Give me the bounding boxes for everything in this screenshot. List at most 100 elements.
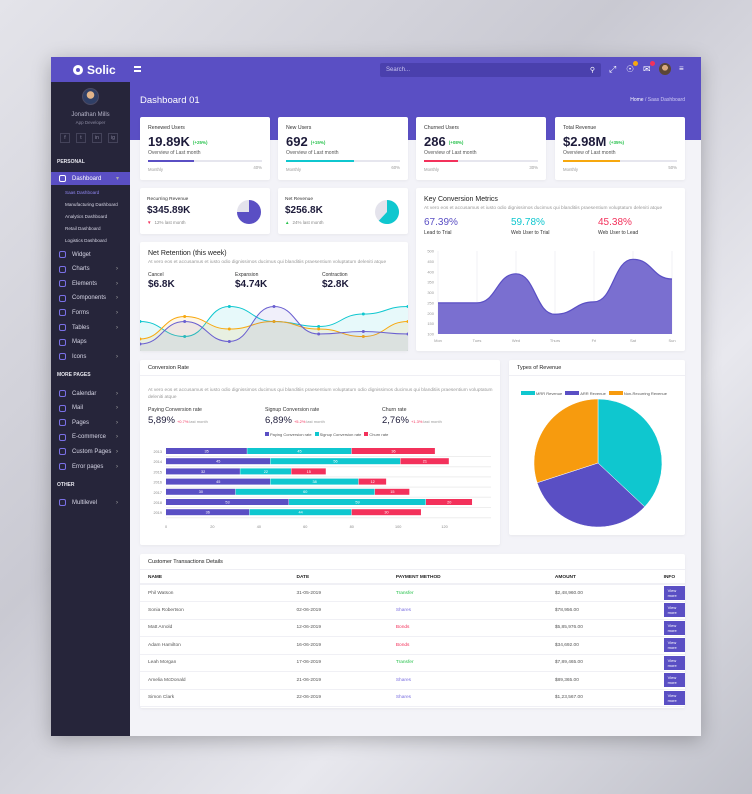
card-header: Conversion Rate	[140, 360, 500, 376]
bar-segment	[166, 458, 271, 465]
stat-value: $2.98M	[563, 134, 607, 149]
metric-value: $2.8K	[322, 279, 349, 290]
view-more-button[interactable]: View more	[663, 638, 685, 653]
top-avatar[interactable]	[659, 63, 671, 75]
progress-fill	[424, 160, 459, 162]
page-title: Dashboard 01	[140, 95, 200, 106]
sidebar-item-icons[interactable]: Icons ›	[51, 350, 130, 363]
view-more-button[interactable]: View more	[663, 603, 685, 618]
rate-suffix: last month	[306, 419, 325, 424]
sidebar-item-calendar[interactable]: Calendar ›	[51, 387, 130, 400]
brand-logo[interactable]: Solic	[73, 63, 116, 77]
table-row: Phil Watson 31-05-2019 Transfer $2,48,960.0…	[140, 584, 685, 602]
table-row: Sonia Robertson 02-06-2019 Shares $78,956.0…	[140, 601, 685, 620]
column-header[interactable]: AMOUNT	[546, 572, 656, 585]
user-avatar[interactable]	[82, 88, 99, 105]
sidebar-item-dashboard[interactable]: Dashboard ▾	[51, 172, 130, 185]
sidebar-item-elements[interactable]: Elements ›	[51, 277, 130, 290]
transaction-amount: $89,365.00	[546, 671, 656, 690]
metric-label: Expansion	[235, 272, 259, 278]
sidebar-subitem[interactable]: Retail Dashboard	[65, 226, 101, 231]
nav-icon	[59, 433, 66, 441]
sidebar-item-charts[interactable]: Charts ›	[51, 263, 130, 276]
pie-slice[interactable]	[533, 398, 599, 484]
menu-icon[interactable]	[134, 66, 141, 72]
sidebar-item-tables[interactable]: Tables ›	[51, 321, 130, 334]
logo-icon	[73, 65, 83, 75]
column-header[interactable]: INFO	[655, 572, 685, 585]
sidebar-item-components[interactable]: Components ›	[51, 292, 130, 305]
breadcrumb-home[interactable]: Home	[630, 97, 644, 103]
retention-point	[227, 327, 231, 331]
fullscreen-icon[interactable]: ⤢	[609, 64, 617, 74]
transaction-amount: $2,48,960.00	[546, 584, 656, 602]
legend-item[interactable]: Signup Conversion rate	[314, 432, 361, 437]
nav-label: E-commerce	[72, 434, 107, 441]
bar-segment	[166, 448, 247, 454]
social-link[interactable]: t	[76, 133, 86, 143]
stat-value: 19.89K	[148, 134, 190, 149]
sidebar-item-multilevel[interactable]: Multilevel ›	[51, 496, 130, 509]
sidebar-subitem[interactable]: Logistics Dashboard	[65, 238, 107, 243]
legend-item[interactable]: Non-Recurring Revenue	[608, 391, 667, 396]
bar-segment	[247, 448, 352, 454]
search-input[interactable]: Search... ⚲	[380, 63, 601, 77]
y-tick-label: 350	[427, 280, 434, 285]
search-icon[interactable]: ⚲	[589, 67, 595, 74]
progress-fill	[563, 160, 620, 162]
sidebar-item-widget[interactable]: Widget	[51, 248, 130, 261]
bar-value-label: 45	[216, 460, 220, 464]
nav-icon	[59, 324, 66, 331]
sidebar-subitem[interactable]: Manufacturing Dashboard	[65, 202, 118, 207]
nav-icon	[59, 280, 66, 288]
column-header[interactable]: NAME	[140, 572, 289, 585]
legend-item[interactable]: MRR Revenue	[521, 391, 562, 396]
view-more-button[interactable]: View more	[663, 655, 685, 670]
key-conversion-chart: 100 150 200 250 300 350 400 450 500 Mon Tues Wed Thu…	[427, 249, 675, 344]
legend-item[interactable]: ARR Revenue	[565, 391, 606, 396]
table-row: Matt Arnold 12-06-2019 Bonds $5,85,976.00 Vi…	[140, 619, 685, 637]
view-more-button[interactable]: View more	[663, 673, 685, 688]
settings-menu-icon[interactable]: ≡	[679, 64, 684, 73]
mail-icon[interactable]: ✉	[643, 61, 655, 75]
pie-slice[interactable]	[597, 398, 663, 508]
column-header[interactable]: DATE	[288, 572, 388, 585]
column-header[interactable]: PAYMENT METHOD	[387, 572, 547, 585]
social-link[interactable]: ig	[108, 133, 118, 143]
pie-slice[interactable]	[536, 462, 646, 528]
view-more-button[interactable]: View more	[663, 620, 685, 635]
customer-name: Simon Clark	[140, 689, 289, 707]
sidebar-item-maps[interactable]: Maps	[51, 336, 130, 349]
sidebar-item-error-pages[interactable]: Error pages ›	[51, 460, 130, 473]
conversion-value: 59.78%	[511, 217, 545, 228]
x-tick-label: Sat	[630, 338, 637, 343]
sidebar: Jonathan Mills App Developer f t in ig PERS…	[51, 82, 130, 736]
legend-item[interactable]: Paying Conversion rate	[265, 432, 312, 437]
nav-icon	[59, 309, 66, 317]
social-link[interactable]: in	[92, 133, 102, 143]
revenue-card: Recurring Revenue $345.89K ▼ 12% last month	[140, 188, 270, 234]
sidebar-item-custom-pages[interactable]: Custom Pages ›	[51, 445, 130, 458]
sidebar-item-mail[interactable]: Mail ›	[51, 402, 130, 415]
legend-swatch	[608, 391, 623, 395]
bell-icon[interactable]: ☉	[626, 61, 639, 75]
sidebar-item-e-commerce[interactable]: E-commerce ›	[51, 431, 130, 444]
sidebar-item-forms[interactable]: Forms ›	[51, 306, 130, 319]
view-more-button[interactable]: View more	[663, 586, 685, 600]
payment-method: Bonds	[387, 619, 547, 637]
bar-value-label: 12	[370, 480, 374, 484]
user-name: Jonathan Mills	[71, 112, 110, 118]
y-tick-label: 2017	[154, 491, 162, 495]
social-link[interactable]: f	[60, 133, 70, 143]
table-row: Amelia McDonald 21-06-2019 Shares $89,365.0…	[140, 671, 685, 690]
stat-value-row: $2.98M (+35%)	[563, 134, 624, 149]
sidebar-item-pages[interactable]: Pages ›	[51, 416, 130, 429]
x-tick-label: 20	[210, 525, 214, 529]
legend-item[interactable]: Churn rate	[364, 432, 388, 437]
metric-label: Contraction	[322, 272, 348, 278]
card-title: Customer Transactions Details	[148, 559, 223, 565]
card-description: At vero eos et accusamus et iusto odio d…	[148, 260, 387, 265]
sidebar-subitem[interactable]: Saas Dashboard	[65, 190, 100, 195]
view-more-button[interactable]: View more	[663, 690, 685, 705]
sidebar-subitem[interactable]: Analytics Dashboard	[65, 214, 108, 219]
